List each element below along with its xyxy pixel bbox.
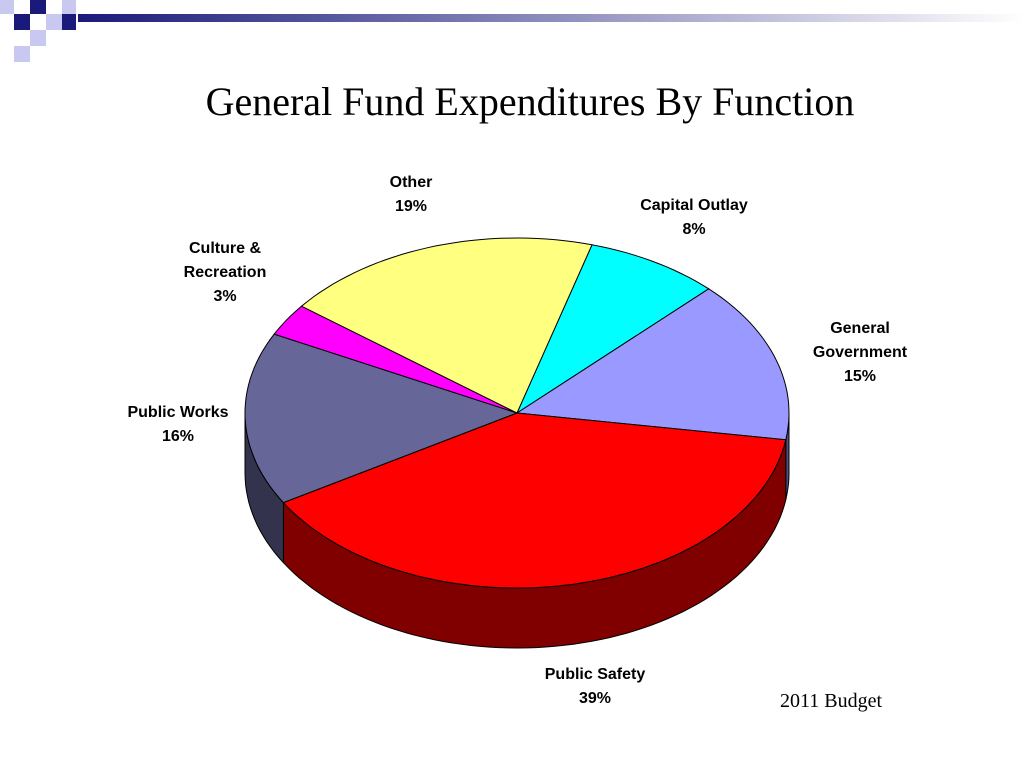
slice (273, 305, 518, 414)
decoration (0, 0, 1024, 62)
value-label: 39% (578, 690, 612, 707)
category-name: Public Works (127, 404, 229, 421)
slice-label: Culture & Recreation 3% (170, 237, 280, 309)
slice (515, 288, 790, 441)
slice-label: General Government 15% (800, 317, 920, 389)
slice-label: Public Safety 39% (525, 663, 665, 711)
category-name: General Government (812, 320, 908, 361)
chart-title: General Fund Expenditures By Function (205, 79, 855, 124)
value-label: 3% (213, 288, 237, 305)
slice-label: Capital Outlay 8% (624, 194, 764, 242)
slice (244, 333, 519, 504)
category-name: Capital Outlay (640, 197, 748, 214)
slice (282, 412, 787, 589)
category-name: Culture & Recreation (183, 240, 267, 281)
slice-label: Public Works 16% (113, 401, 243, 449)
category-name: Other (389, 174, 433, 191)
slice (300, 237, 593, 414)
category-name: Public Safety (544, 666, 646, 683)
value-label: 16% (161, 428, 195, 445)
slice (515, 244, 710, 415)
value-label: 15% (843, 368, 877, 385)
value-label: 8% (682, 221, 706, 238)
slice-label: Other 19% (361, 171, 461, 219)
pie (244, 237, 790, 649)
value-label: 19% (394, 198, 428, 215)
footnote: 2011 Budget (780, 690, 883, 712)
